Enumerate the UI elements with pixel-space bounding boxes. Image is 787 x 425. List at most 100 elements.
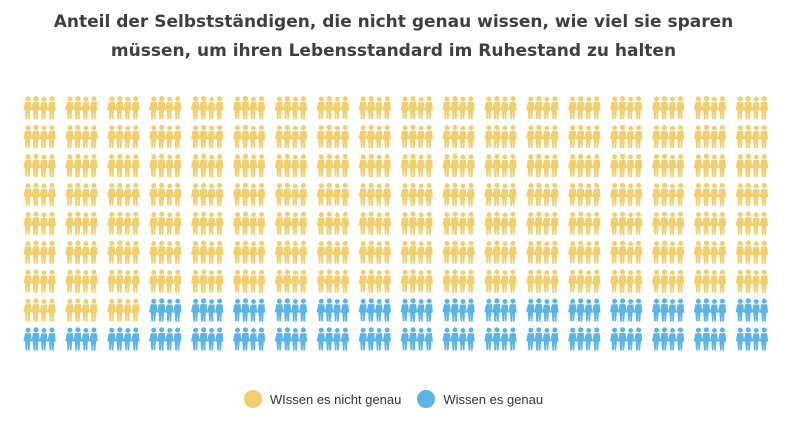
group-of-people-icon — [316, 240, 350, 264]
group-of-people-icon — [651, 240, 685, 264]
group-of-people-icon — [400, 327, 433, 351]
group-of-people-icon — [274, 240, 308, 264]
group-of-people-icon — [107, 240, 140, 264]
group-of-people-icon — [610, 269, 643, 293]
group-of-people-icon — [442, 211, 475, 235]
group-of-people-icon — [735, 298, 769, 322]
group-of-people-icon — [65, 327, 98, 351]
group-of-people-icon — [735, 211, 769, 235]
group-of-people-icon — [65, 124, 98, 149]
group-of-people-icon — [484, 153, 517, 178]
group-of-people-icon — [484, 269, 517, 293]
legend-swatch-blue — [417, 390, 436, 408]
group-of-people-icon — [735, 153, 769, 178]
chart-legend: WIssen es nicht genau Wissen es genau — [0, 388, 787, 410]
legend-label: Wissen es genau — [443, 391, 544, 407]
legend-item-knowing[interactable]: Wissen es genau — [417, 390, 543, 408]
group-of-people-icon — [693, 269, 727, 293]
group-of-people-icon — [107, 124, 140, 149]
group-of-people-icon — [149, 269, 182, 293]
group-of-people-icon — [651, 153, 685, 178]
group-of-people-icon — [358, 124, 391, 149]
group-of-people-icon — [442, 269, 475, 293]
group-of-people-icon — [568, 153, 601, 178]
group-of-people-icon — [274, 269, 308, 293]
group-of-people-icon — [568, 96, 601, 120]
group-of-people-icon — [65, 240, 98, 264]
group-of-people-icon — [568, 327, 601, 351]
group-of-people-icon — [442, 298, 475, 322]
group-of-people-icon — [191, 211, 224, 235]
group-of-people-icon — [693, 96, 727, 120]
group-of-people-icon — [274, 96, 308, 120]
group-of-people-icon — [568, 182, 601, 206]
chart-title: Anteil der Selbstständigen, die nicht ge… — [20, 8, 767, 66]
group-of-people-icon — [651, 269, 685, 293]
group-of-people-icon — [274, 153, 308, 178]
group-of-people-icon — [107, 327, 140, 351]
group-of-people-icon — [651, 182, 685, 206]
group-of-people-icon — [316, 298, 350, 322]
group-of-people-icon — [23, 211, 56, 235]
group-of-people-icon — [316, 96, 350, 120]
legend-label: WIssen es nicht genau — [269, 391, 402, 407]
group-of-people-icon — [191, 153, 224, 178]
group-of-people-icon — [149, 211, 182, 235]
group-of-people-icon — [400, 240, 433, 264]
group-of-people-icon — [232, 327, 266, 351]
group-of-people-icon — [610, 240, 643, 264]
group-of-people-icon — [651, 124, 685, 149]
group-of-people-icon — [651, 298, 685, 322]
group-of-people-icon — [651, 211, 685, 235]
group-of-people-icon — [526, 153, 559, 178]
group-of-people-icon — [149, 153, 182, 178]
group-of-people-icon — [232, 211, 266, 235]
group-of-people-icon — [65, 96, 98, 120]
group-of-people-icon — [442, 182, 475, 206]
group-of-people-icon — [693, 298, 727, 322]
group-of-people-icon — [526, 96, 559, 120]
group-of-people-icon — [735, 124, 769, 149]
group-of-people-icon — [568, 269, 601, 293]
group-of-people-icon — [274, 182, 308, 206]
group-of-people-icon — [693, 182, 727, 206]
group-of-people-icon — [191, 269, 224, 293]
group-of-people-icon — [232, 182, 266, 206]
group-of-people-icon — [107, 269, 140, 293]
group-of-people-icon — [693, 211, 727, 235]
group-of-people-icon — [610, 211, 643, 235]
group-of-people-icon — [610, 327, 643, 351]
group-of-people-icon — [232, 153, 266, 178]
group-of-people-icon — [107, 96, 140, 120]
group-of-people-icon — [400, 298, 433, 322]
group-of-people-icon — [316, 269, 350, 293]
legend-item-not-knowing[interactable]: WIssen es nicht genau — [243, 390, 402, 408]
group-of-people-icon — [735, 182, 769, 206]
group-of-people-icon — [568, 240, 601, 264]
group-of-people-icon — [316, 182, 350, 206]
group-of-people-icon — [65, 153, 98, 178]
group-of-people-icon — [735, 96, 769, 120]
group-of-people-icon — [191, 298, 224, 322]
group-of-people-icon — [442, 327, 475, 351]
group-of-people-icon — [191, 124, 224, 149]
group-of-people-icon — [149, 240, 182, 264]
group-of-people-icon — [358, 153, 391, 178]
group-of-people-icon — [358, 96, 391, 120]
group-of-people-icon — [610, 96, 643, 120]
group-of-people-icon — [358, 211, 391, 235]
group-of-people-icon — [568, 298, 601, 322]
group-of-people-icon — [149, 124, 182, 149]
group-of-people-icon — [316, 153, 350, 178]
group-of-people-icon — [65, 298, 98, 322]
group-of-people-icon — [232, 269, 266, 293]
group-of-people-icon — [23, 269, 56, 293]
group-of-people-icon — [400, 269, 433, 293]
group-of-people-icon — [526, 240, 559, 264]
group-of-people-icon — [442, 240, 475, 264]
group-of-people-icon — [568, 211, 601, 235]
group-of-people-icon — [149, 327, 182, 351]
group-of-people-icon — [274, 327, 308, 351]
group-of-people-icon — [610, 124, 643, 149]
